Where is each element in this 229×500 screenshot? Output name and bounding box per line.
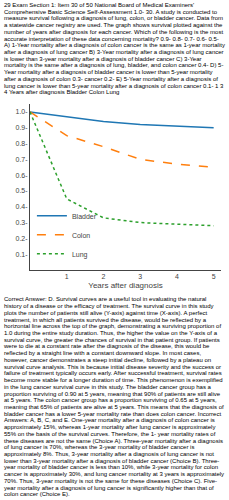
svg-text:0.9-: 0.9-	[16, 124, 29, 131]
svg-text:5: 5	[212, 273, 216, 280]
html-text:29 Exam Section 1: Item 30 of: 29 Exam Section 1: Item 30 of 50 Nationa…	[4, 2, 225, 96]
svg-text:0.7-: 0.7-	[16, 156, 29, 163]
svg-text:2: 2	[102, 273, 106, 280]
svg-text:0.6-: 0.6-	[16, 172, 29, 179]
svg-text:3: 3	[138, 273, 142, 280]
svg-text:1.0-: 1.0-	[16, 108, 29, 115]
html-text:Correct Answer: D. Survival cu: Correct Answer: D. Survival curves are a…	[4, 296, 225, 498]
svg-text:Years after diagnosis: Years after diagnosis	[88, 281, 162, 290]
svg-text:Lung: Lung	[72, 251, 88, 259]
svg-text:0.2-: 0.2-	[16, 235, 29, 242]
svg-text:4: 4	[175, 273, 179, 280]
svg-text:0.5-: 0.5-	[16, 187, 29, 194]
svg-text:Bladder: Bladder	[72, 213, 97, 220]
svg-text:0.1-: 0.1-	[16, 251, 29, 258]
svg-text:0.3-: 0.3-	[16, 219, 29, 226]
svg-text:0.4-: 0.4-	[16, 203, 29, 210]
svg-text:Colon: Colon	[72, 232, 90, 239]
svg-text:0.8-: 0.8-	[16, 140, 29, 147]
svg-text:1: 1	[65, 273, 69, 280]
